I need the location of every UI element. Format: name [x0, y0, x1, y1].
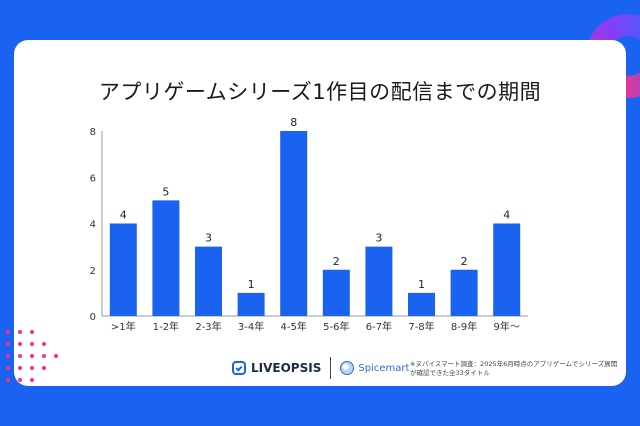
x-tick-label: 7-8年 [408, 320, 434, 333]
decorative-dot [6, 354, 10, 358]
globe-icon [340, 361, 355, 375]
decorative-dot [6, 366, 10, 370]
bar [195, 246, 222, 316]
decorative-dot [30, 378, 34, 382]
decorative-dot [18, 354, 22, 358]
bar [152, 200, 180, 316]
y-tick-label: 4 [90, 220, 96, 231]
liveopsis-wordmark: LIVEOPSIS [251, 361, 322, 375]
x-tick-label: 8-9年 [451, 320, 477, 333]
data-label: 1 [418, 278, 425, 291]
bar [408, 292, 435, 316]
y-tick-label: 2 [90, 266, 96, 277]
spicemart-wordmark: Spicemart [358, 362, 410, 374]
liveopsis-mark-icon [232, 361, 246, 375]
x-tick-label: 9年〜 [494, 320, 520, 333]
decorative-dot [42, 342, 46, 346]
decorative-dot [18, 366, 22, 370]
bar [450, 269, 478, 316]
decorative-dot [30, 354, 34, 358]
bar [493, 223, 521, 316]
y-tick-label: 8 [90, 127, 96, 138]
bar [365, 246, 393, 316]
bar [322, 269, 350, 316]
data-label: 5 [162, 185, 169, 198]
x-tick-label: 1-2年 [153, 320, 179, 333]
data-label: 4 [120, 209, 127, 222]
footer-logos: LIVEOPSIS Spicemart [232, 353, 409, 383]
decorative-dot [6, 378, 10, 382]
decorative-dot [42, 354, 46, 358]
x-tick-label: 6-7年 [366, 320, 392, 333]
decorative-dot [6, 342, 10, 346]
data-label: 4 [503, 209, 510, 222]
x-tick-label: 3-4年 [238, 320, 264, 333]
decorative-dot [6, 330, 10, 334]
bar [237, 292, 265, 316]
x-tick-label: 4-5年 [281, 320, 307, 333]
data-label: 8 [290, 116, 297, 129]
data-label: 3 [375, 232, 382, 245]
decorative-dot [18, 330, 22, 334]
data-label: 2 [333, 255, 340, 268]
data-label: 2 [461, 255, 468, 268]
logo-divider [330, 357, 332, 379]
decorative-dot [30, 366, 34, 370]
bar [109, 223, 137, 316]
y-tick-label: 6 [90, 173, 96, 184]
spicemart-logo: Spicemart [340, 361, 409, 375]
y-tick-label: 0 [90, 312, 96, 323]
decorative-dot [30, 330, 34, 334]
decorative-dots [0, 326, 70, 396]
decorative-dot [18, 378, 22, 382]
chart-title: アプリゲームシリーズ1作目の配信までの期間 [98, 80, 542, 104]
x-tick-label: >1年 [111, 320, 136, 333]
data-label: 3 [205, 232, 212, 245]
x-tick-label: 2-3年 [195, 320, 221, 333]
x-tick-label: 5-6年 [323, 320, 349, 333]
liveopsis-logo: LIVEOPSIS [232, 361, 321, 375]
bar [280, 131, 308, 316]
decorative-dot [54, 354, 58, 358]
slide-card [14, 40, 626, 386]
decorative-dot [30, 342, 34, 346]
source-note: ※ヌパイスマート調査：2025年6月時点のアプリゲームでシリーズ展開が確認できた… [410, 360, 618, 377]
decorative-dot [42, 366, 46, 370]
data-label: 1 [248, 278, 255, 291]
decorative-dot [18, 342, 22, 346]
